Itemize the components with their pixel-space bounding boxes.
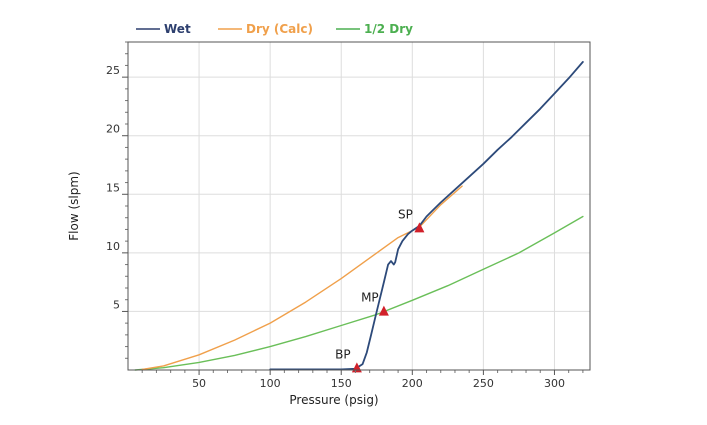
series-layer xyxy=(134,61,584,371)
axes: 50 100 150 200 250 300 5 10 15 20 25 xyxy=(106,41,591,390)
x-axis-title: Pressure (psig) xyxy=(289,393,378,407)
series-line-wet xyxy=(269,61,584,371)
y-tick-label: 15 xyxy=(106,181,120,194)
marker-sp xyxy=(414,222,425,233)
series-line-1-2-dry xyxy=(134,215,584,371)
series-line-dry-calc xyxy=(141,185,463,371)
x-tick-label: 150 xyxy=(331,377,352,390)
x-tick-label: 200 xyxy=(402,377,423,390)
x-tick-label: 250 xyxy=(473,377,494,390)
plot-border xyxy=(127,41,591,371)
x-tick-label: 50 xyxy=(192,377,206,390)
legend-label-1-2-dry: 1/2 Dry xyxy=(364,22,413,36)
y-tick-label: 20 xyxy=(106,123,120,136)
legend-label-dry-calc: Dry (Calc) xyxy=(246,22,313,36)
x-tick-label: 300 xyxy=(544,377,565,390)
marker-mp xyxy=(378,305,389,316)
annotation-label-sp: SP xyxy=(398,207,413,221)
plot-area xyxy=(128,42,590,370)
legend-label-wet: Wet xyxy=(164,22,191,36)
annotation-label-mp: MP xyxy=(361,291,379,305)
annotation-label-bp: BP xyxy=(335,347,350,361)
grid xyxy=(128,42,590,370)
y-tick-label: 10 xyxy=(106,240,120,253)
y-tick-label: 25 xyxy=(106,64,120,77)
x-tick-label: 100 xyxy=(260,377,281,390)
y-axis-title: Flow (slpm) xyxy=(67,171,81,240)
y-tick-label: 5 xyxy=(113,298,120,311)
legend: Wet Dry (Calc) 1/2 Dry xyxy=(136,22,413,36)
